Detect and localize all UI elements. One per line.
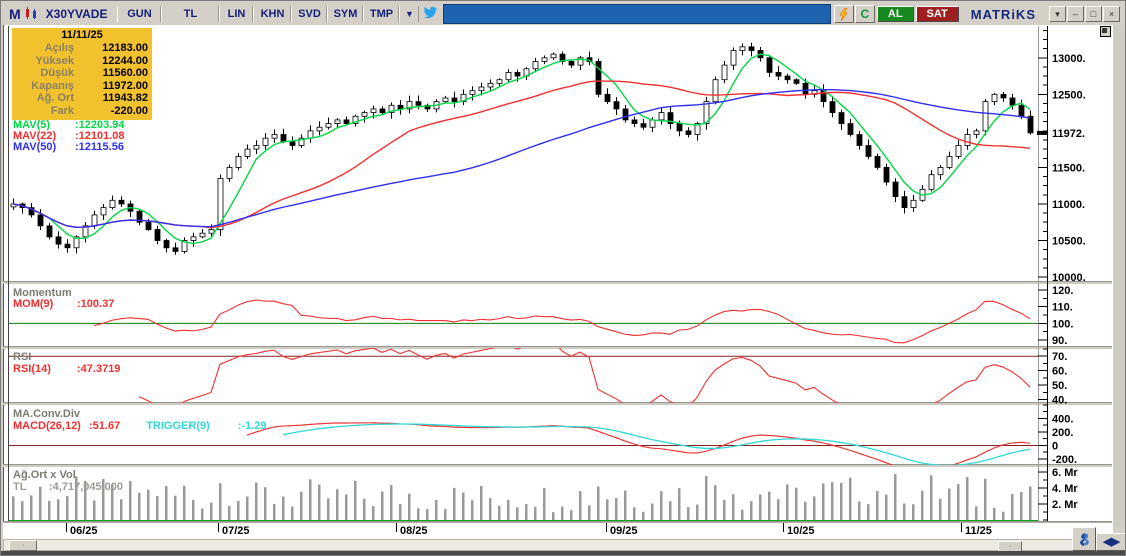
info-row-kapan: Kapanış 11972.00 xyxy=(31,79,148,92)
x-axis-month-label: 10/25 xyxy=(787,525,815,537)
x-axis-tick xyxy=(218,523,219,532)
x-axis-month-label: 06/25 xyxy=(70,525,98,537)
macd-title: MA.Conv.Div xyxy=(13,408,81,420)
chart-type-icon[interactable] xyxy=(24,7,42,21)
arrow-left-icon[interactable]: ◀ xyxy=(1103,535,1112,548)
matriks-swirl-icon xyxy=(1079,532,1089,546)
svg-text:40.: 40. xyxy=(1052,395,1067,407)
rsi-title: RSI xyxy=(13,351,32,363)
svg-text:110.: 110. xyxy=(1052,302,1073,314)
app-icon: M xyxy=(9,6,21,22)
x-axis-tick xyxy=(66,523,67,532)
symbol-title: X30YVADE xyxy=(45,7,108,21)
scrollbar-left-thumb[interactable]: · xyxy=(9,540,37,551)
x-axis-month-label: 09/25 xyxy=(610,525,638,537)
mav-label-50: MAV(50):12115.56 xyxy=(13,141,124,153)
volume-label: TL:4,717,045,000 xyxy=(13,481,124,493)
x-axis-tick xyxy=(783,523,784,532)
chevron-down-icon[interactable]: ▼ xyxy=(399,6,420,22)
toolbar-button-khn[interactable]: KHN xyxy=(253,6,292,22)
toolbar-button-gun[interactable]: GUN xyxy=(117,6,162,22)
info-row-yksek: Yüksek 12244.00 xyxy=(35,54,148,67)
ohlc-info-panel: 11/11/25 Açılış 12183.00 Yüksek 12244.00 Düş… xyxy=(12,28,152,120)
svg-text:120.: 120. xyxy=(1052,285,1073,297)
svg-text:6. Mr: 6. Mr xyxy=(1052,467,1078,479)
toolbar-button-sym[interactable]: SYM xyxy=(327,6,364,22)
svg-text:11972.: 11972. xyxy=(1052,128,1085,140)
svg-text:400.: 400. xyxy=(1052,413,1073,425)
x-axis-month-label: 07/25 xyxy=(222,525,250,537)
brand-logo: MATRiKS xyxy=(970,6,1036,22)
dropdown-button[interactable]: ▾ xyxy=(1049,6,1066,22)
momentum-title: Momentum xyxy=(13,287,72,299)
svg-text:11500.: 11500. xyxy=(1052,162,1085,174)
titlebar-drag-area[interactable] xyxy=(443,4,831,24)
x-axis-tick xyxy=(606,523,607,532)
x-axis-month-label: 11/25 xyxy=(965,525,992,537)
maximize-button[interactable]: □ xyxy=(1085,6,1102,22)
twitter-icon[interactable] xyxy=(419,4,441,24)
scroll-arrows-button[interactable]: ◀ ▶ xyxy=(1096,533,1125,551)
volume-bars xyxy=(12,474,1032,520)
x-axis-tick xyxy=(961,523,962,532)
horizontal-scrollbar[interactable] xyxy=(3,539,1112,551)
svg-text:60.: 60. xyxy=(1052,366,1067,378)
svg-text:10500.: 10500. xyxy=(1052,235,1086,247)
toolbar-button-lin[interactable]: LIN xyxy=(219,6,254,22)
macd-label: MACD(26,12):51.67 TRIGGER(9) :-1.29 xyxy=(13,420,267,432)
info-date: 11/11/25 xyxy=(61,29,103,41)
rsi-label: RSI(14):47.3719 xyxy=(13,363,121,375)
window-bottom-edge xyxy=(1,551,1125,555)
svg-text:10000.: 10000. xyxy=(1052,272,1086,284)
matriks-quick-button[interactable] xyxy=(1072,527,1096,551)
svg-text:0: 0 xyxy=(1052,440,1058,452)
flash-icon[interactable] xyxy=(833,5,854,23)
info-row-dk: Düşük 11560.00 xyxy=(40,67,148,80)
buy-button[interactable]: AL xyxy=(876,6,914,22)
toolbar-button-tmp[interactable]: TMP xyxy=(363,6,400,22)
svg-text:12500.: 12500. xyxy=(1052,89,1086,101)
close-button[interactable]: × xyxy=(1103,6,1120,22)
arrow-right-icon[interactable]: ▶ xyxy=(1111,535,1120,548)
info-row-al: Açılış 12183.00 xyxy=(44,42,148,54)
panel-restore-button[interactable] xyxy=(1100,26,1111,37)
right-scroll-strip[interactable] xyxy=(1112,25,1125,527)
svg-text:50.: 50. xyxy=(1052,380,1067,392)
svg-text:70.: 70. xyxy=(1052,351,1067,363)
svg-text:100.: 100. xyxy=(1052,318,1073,330)
svg-text:11000.: 11000. xyxy=(1052,199,1085,211)
refresh-icon[interactable]: C xyxy=(854,5,875,23)
mav-label-22: MAV(22):12101.08 xyxy=(13,130,125,142)
svg-text:-200.: -200. xyxy=(1052,454,1077,466)
svg-text:4. Mr: 4. Mr xyxy=(1052,483,1078,495)
toolbar-button-svd[interactable]: SVD xyxy=(291,6,328,22)
x-axis: 06/25 07/25 08/25 09/25 10/25 11/25 xyxy=(3,522,1112,540)
info-row-fark: Fark -220.00 xyxy=(50,104,148,117)
minimize-button[interactable]: – xyxy=(1067,6,1084,22)
toolbar-button-tl[interactable]: TL xyxy=(161,6,220,22)
svg-text:90.: 90. xyxy=(1052,335,1067,347)
svg-text:200.: 200. xyxy=(1052,427,1073,439)
x-axis-month-label: 08/25 xyxy=(400,525,428,537)
titlebar: M X30YVADE GUN TL LIN KHN SVD SYM TMP ▼ C AL S… xyxy=(3,3,1123,26)
sell-button[interactable]: SAT xyxy=(915,6,959,22)
x-axis-tick xyxy=(396,523,397,532)
momentum-label: MOM(9):100.37 xyxy=(13,298,115,310)
svg-text:13000.: 13000. xyxy=(1052,53,1086,65)
svg-text:2. Mr: 2. Mr xyxy=(1052,499,1078,511)
mav-label-5: MAV(5):12203.94 xyxy=(13,119,125,131)
info-row-aort: Ağ. Ort 11943.82 xyxy=(36,92,148,105)
volume-title: Ağ.Ort x Vol xyxy=(13,469,76,481)
